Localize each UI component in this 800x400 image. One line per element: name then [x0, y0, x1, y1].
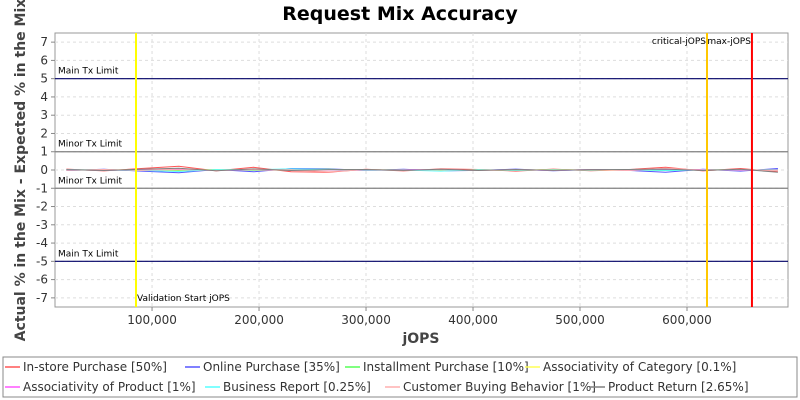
y-tick-label: -3: [36, 218, 48, 232]
x-tick-label: 500,000: [555, 313, 605, 327]
y-tick-label: 4: [40, 90, 48, 104]
y-tick-label: 6: [40, 53, 48, 67]
x-tick-label: 100,000: [127, 313, 177, 327]
x-axis-label: jOPS: [401, 331, 439, 347]
y-tick-label: 2: [40, 126, 48, 140]
x-tick-label: 300,000: [341, 313, 391, 327]
legend-box: [2, 356, 798, 398]
limit-label: Minor Tx Limit: [58, 176, 123, 186]
marker-label: max-jOPS: [707, 37, 751, 47]
marker-label: Validation Start jOPS: [137, 294, 230, 304]
legend-label: Associativity of Category [0.1%]: [543, 360, 736, 374]
y-tick-label: 3: [40, 108, 48, 122]
y-tick-label: 0: [40, 163, 48, 177]
y-tick-label: -1: [36, 181, 48, 195]
legend-label: Associativity of Product [1%]: [23, 380, 196, 394]
x-tick-label: 400,000: [448, 313, 498, 327]
y-tick-label: 1: [40, 145, 48, 159]
y-tick-label: -4: [36, 236, 48, 250]
legend-label: Installment Purchase [10%]: [363, 360, 529, 374]
legend-label: Product Return [2.65%]: [608, 380, 749, 394]
limit-label: Main Tx Limit: [58, 67, 119, 77]
series-line: [66, 167, 778, 173]
y-tick-label: 7: [40, 35, 48, 49]
legend-label: Online Purchase [35%]: [203, 360, 340, 374]
legend-label: Customer Buying Behavior [1%]: [403, 380, 596, 394]
y-tick-label: -7: [36, 291, 48, 305]
x-tick-label: 600,000: [662, 313, 712, 327]
x-tick-label: 200,000: [234, 313, 284, 327]
legend-label: Business Report [0.25%]: [223, 380, 371, 394]
limit-label: Main Tx Limit: [58, 249, 119, 259]
y-tick-label: -2: [36, 200, 48, 214]
y-axis-label: Actual % in the Mix - Expected % in the …: [13, 0, 29, 341]
chart-title: Request Mix Accuracy: [282, 3, 518, 25]
limit-label: Minor Tx Limit: [58, 140, 123, 150]
y-tick-label: -5: [36, 254, 48, 268]
y-tick-label: 5: [40, 72, 48, 86]
legend-label: In-store Purchase [50%]: [23, 360, 167, 374]
y-tick-label: -6: [36, 273, 48, 287]
series-line: [66, 168, 778, 173]
marker-label: critical-jOPS: [652, 37, 706, 47]
